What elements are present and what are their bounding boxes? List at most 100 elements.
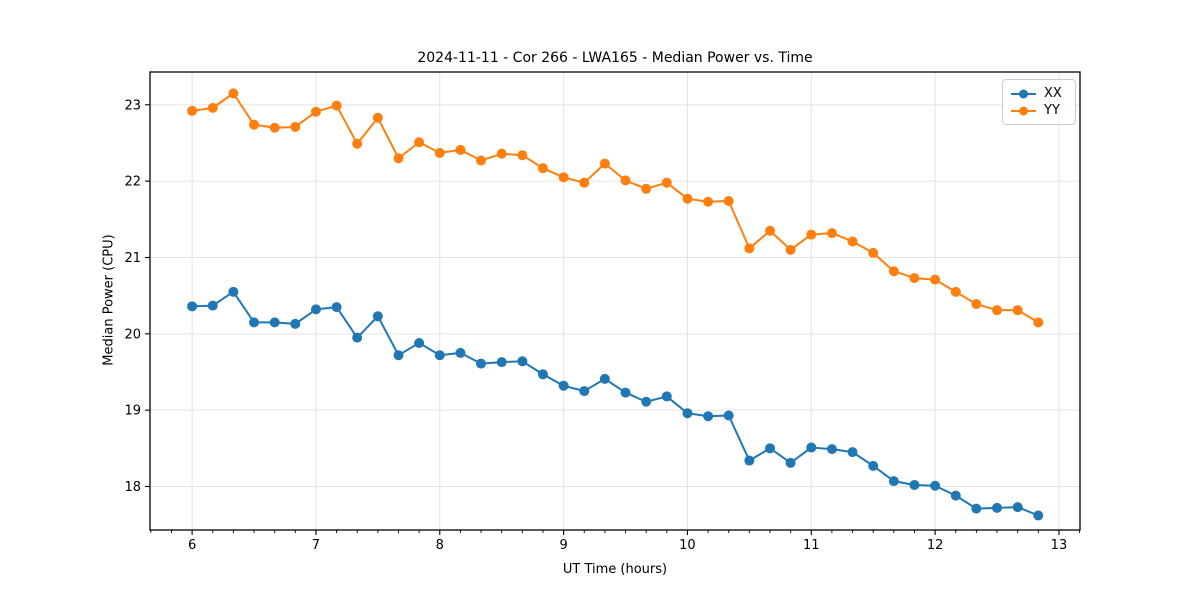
data-point-yy <box>703 196 714 207</box>
x-axis-label: UT Time (hours) <box>562 562 668 577</box>
data-point-yy <box>372 112 383 123</box>
data-point-xx <box>207 300 218 311</box>
data-point-xx <box>723 410 734 421</box>
x-tick-label: 6 <box>188 538 196 553</box>
data-point-xx <box>310 304 321 315</box>
data-point-xx <box>620 387 631 398</box>
data-point-xx <box>888 476 899 487</box>
data-point-yy <box>682 193 693 204</box>
data-point-yy <box>785 244 796 255</box>
data-point-xx <box>599 373 610 384</box>
data-point-yy <box>290 121 301 132</box>
data-point-yy <box>620 175 631 186</box>
data-point-yy <box>888 266 899 277</box>
data-point-yy <box>1033 317 1044 328</box>
data-point-yy <box>455 144 466 155</box>
data-point-xx <box>434 350 445 361</box>
data-point-yy <box>352 138 363 149</box>
data-point-yy <box>207 102 218 113</box>
data-point-xx <box>703 411 714 422</box>
data-point-yy <box>496 148 507 159</box>
y-tick-label: 23 <box>124 98 141 113</box>
data-point-xx <box>950 490 961 501</box>
data-point-yy <box>228 88 239 99</box>
x-tick-label: 8 <box>436 538 444 553</box>
data-point-xx <box>971 503 982 514</box>
data-point-xx <box>352 332 363 343</box>
data-point-yy <box>744 243 755 254</box>
data-point-xx <box>661 391 672 402</box>
data-point-yy <box>310 106 321 117</box>
data-point-xx <box>785 457 796 468</box>
data-point-xx <box>372 311 383 322</box>
data-point-xx <box>847 447 858 458</box>
data-point-yy <box>641 183 652 194</box>
data-point-yy <box>414 137 425 148</box>
data-point-xx <box>393 350 404 361</box>
data-point-xx <box>868 460 879 471</box>
y-tick-label: 21 <box>124 251 141 266</box>
data-point-xx <box>414 337 425 348</box>
data-point-yy <box>579 177 590 188</box>
data-point-xx <box>744 455 755 466</box>
data-point-xx <box>682 408 693 419</box>
data-point-xx <box>187 301 198 312</box>
x-tick-label: 12 <box>927 538 944 553</box>
data-point-yy <box>765 225 776 236</box>
legend: XX YY <box>1002 79 1076 125</box>
data-point-yy <box>847 236 858 247</box>
x-tick-label: 11 <box>803 538 820 553</box>
legend-line-sample-yy <box>1011 106 1036 115</box>
data-point-yy <box>930 274 941 285</box>
legend-label-xx: XX <box>1044 86 1062 101</box>
data-point-xx <box>455 347 466 358</box>
data-point-yy <box>558 172 569 183</box>
data-point-yy <box>661 177 672 188</box>
data-point-xx <box>269 317 280 328</box>
data-point-yy <box>971 299 982 310</box>
y-tick-label: 22 <box>124 175 141 190</box>
data-point-xx <box>579 386 590 397</box>
data-point-yy <box>249 119 260 130</box>
data-point-xx <box>909 479 920 490</box>
data-point-yy <box>992 305 1003 316</box>
data-point-xx <box>806 442 817 453</box>
data-point-xx <box>930 480 941 491</box>
x-tick-label: 9 <box>559 538 567 553</box>
data-point-xx <box>517 356 528 367</box>
x-tick-label: 7 <box>312 538 320 553</box>
data-point-yy <box>393 153 404 164</box>
legend-entry-yy: YY <box>1010 102 1067 119</box>
data-point-yy <box>331 100 342 111</box>
y-tick-label: 19 <box>124 404 141 419</box>
data-point-yy <box>434 147 445 158</box>
chart-title: 2024-11-11 - Cor 266 - LWA165 - Median P… <box>417 50 813 66</box>
data-point-xx <box>558 380 569 391</box>
legend-label-yy: YY <box>1044 103 1060 118</box>
data-point-xx <box>765 443 776 454</box>
data-point-yy <box>868 247 879 258</box>
y-axis-label: Median Power (CPU) <box>101 234 117 366</box>
data-point-xx <box>1012 502 1023 513</box>
y-tick-label: 18 <box>124 480 141 495</box>
y-tick-label: 20 <box>124 327 141 342</box>
data-point-yy <box>723 196 734 207</box>
data-point-xx <box>992 502 1003 513</box>
data-point-yy <box>909 273 920 284</box>
x-tick-label: 13 <box>1051 538 1068 553</box>
legend-entry-xx: XX <box>1010 85 1067 102</box>
data-point-xx <box>496 357 507 368</box>
data-point-xx <box>290 318 301 329</box>
data-point-xx <box>537 369 548 380</box>
data-point-yy <box>517 150 528 161</box>
series-line-yy <box>191 92 1039 324</box>
plot-border <box>149 71 1081 531</box>
data-point-yy <box>599 158 610 169</box>
data-point-yy <box>806 229 817 240</box>
data-point-xx <box>1033 510 1044 521</box>
data-point-xx <box>331 302 342 313</box>
data-point-xx <box>641 396 652 407</box>
data-point-yy <box>826 228 837 239</box>
